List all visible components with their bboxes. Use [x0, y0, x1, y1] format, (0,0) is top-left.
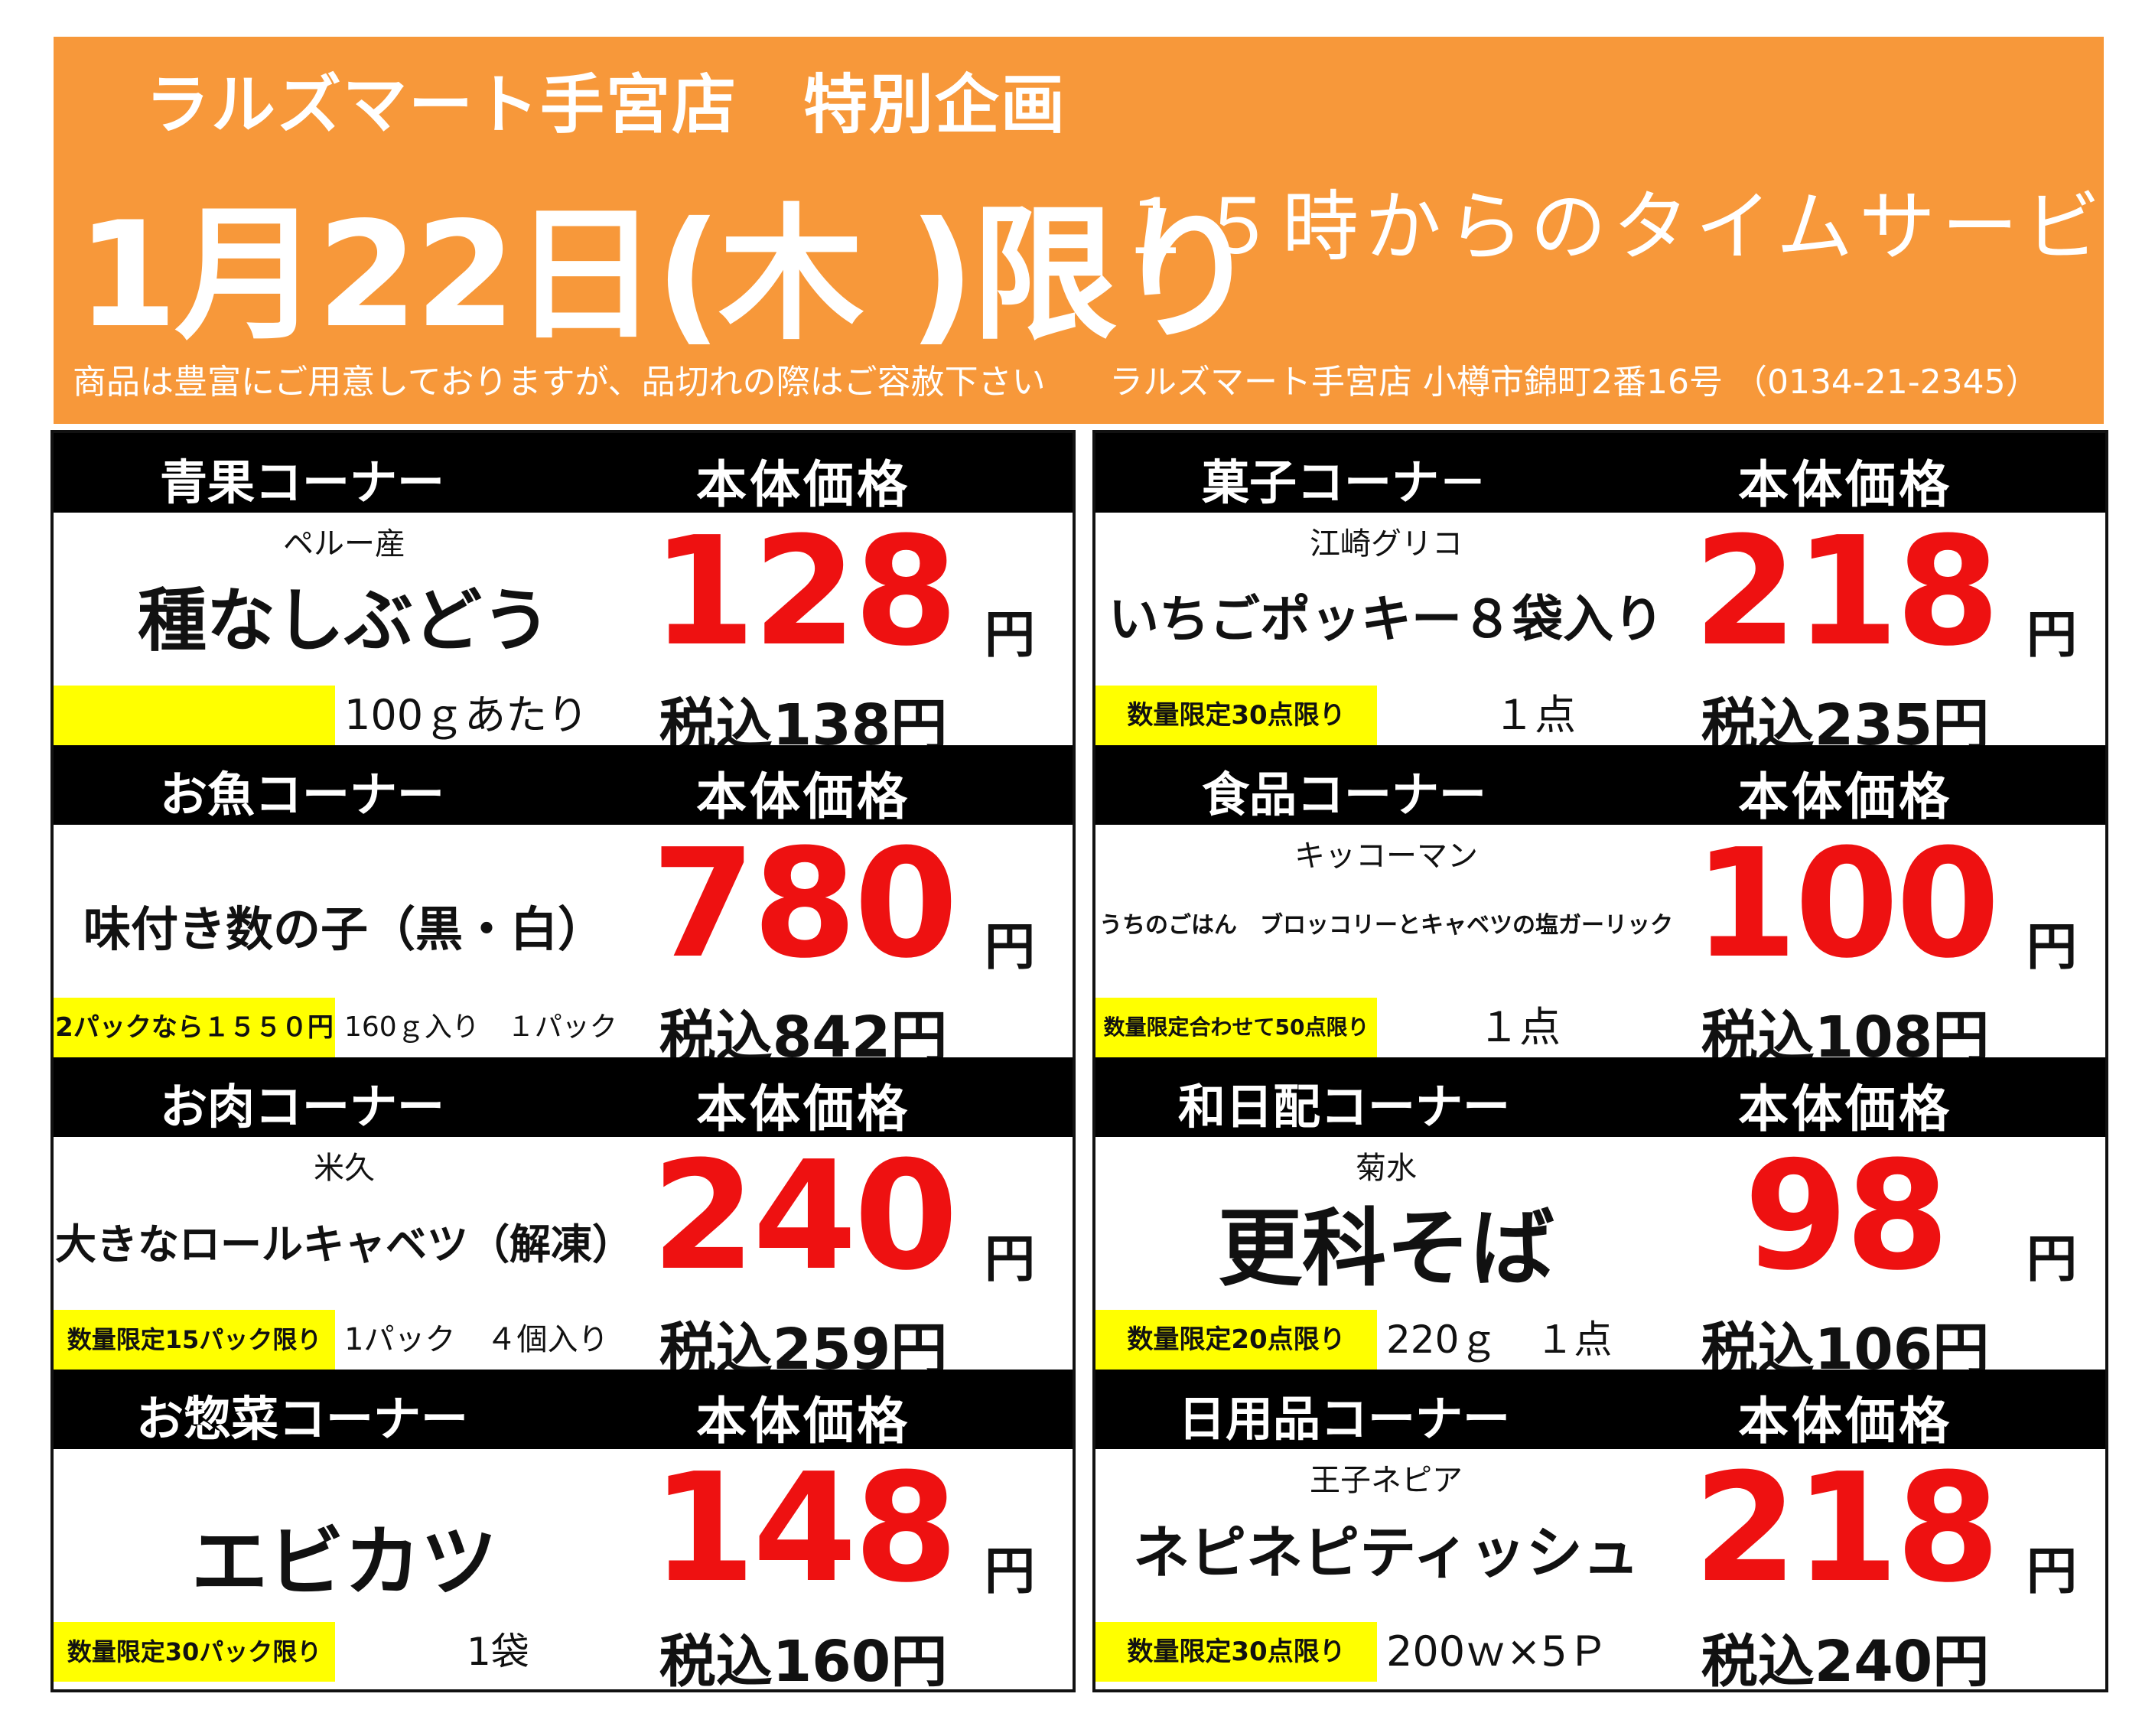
price-column-label: 本体価格 — [696, 767, 910, 826]
product-brand: 米久 — [314, 1151, 375, 1186]
section-fish: お魚コーナー 本体価格 味付き数の子（黒・白） 780 円 2パックなら１５５０… — [54, 745, 1073, 1070]
section-header: 和日配コーナー 本体価格 — [1095, 1057, 2105, 1138]
section-header: お惣菜コーナー 本体価格 — [54, 1370, 1073, 1451]
product-brand: 王子ネピア — [1310, 1463, 1463, 1498]
product-detail: 100ｇあたり — [344, 691, 589, 739]
product-detail: １点 — [1493, 691, 1576, 739]
product-detail: 200ｗ×5Ｐ — [1386, 1627, 1609, 1676]
left-column-frame — [50, 430, 1076, 1692]
section-header: 食品コーナー 本体価格 — [1095, 745, 2105, 826]
product-detail: 160ｇ入り １パック — [344, 1011, 617, 1043]
yen-label: 円 — [985, 1542, 1035, 1601]
base-price: 98 — [1743, 1129, 1950, 1304]
yen-label: 円 — [985, 1230, 1035, 1288]
product-detail: 1パック ４個入り — [344, 1322, 609, 1357]
yen-label: 円 — [985, 605, 1035, 664]
yen-label: 円 — [2026, 605, 2077, 664]
base-price: 100 — [1693, 817, 2000, 992]
time-service-heading: １５時からのタイムサービス — [1117, 182, 2142, 272]
limit-badge: 2パックなら１５５０円 — [54, 998, 335, 1057]
section-header: 青果コーナー 本体価格 — [54, 433, 1073, 514]
store-title: ラルズマート手宮店 特別企画 — [145, 67, 1067, 142]
yen-label: 円 — [2026, 1542, 2077, 1601]
section-grocery: 食品コーナー 本体価格 キッコーマン うちのごはん ブロッコリーとキャベツの塩ガ… — [1095, 745, 2105, 1070]
limit-badge: 数量限定30点限り — [1095, 1622, 1377, 1682]
base-price: 148 — [651, 1441, 958, 1616]
price-column-label: 本体価格 — [1738, 767, 1952, 826]
price-column-label: 本体価格 — [1738, 1080, 1952, 1138]
product-grid: 青果コーナー 本体価格 ペルー産 種なしぶどう 128 円 100ｇあたり 税込… — [50, 430, 2108, 1695]
base-price: 218 — [1693, 1441, 2000, 1616]
store-address: ラルズマート手宮店 小樽市錦町2番16号 （0134-21-2345） — [1109, 363, 2039, 402]
yen-label: 円 — [2026, 917, 2077, 976]
base-price: 240 — [651, 1129, 958, 1304]
flyer-banner — [54, 37, 2104, 424]
corner-title: お肉コーナー — [159, 1079, 444, 1135]
price-column-label: 本体価格 — [1738, 1392, 1952, 1451]
product-name: エビカツ — [191, 1517, 497, 1607]
limit-badge — [54, 686, 335, 745]
price-column-label: 本体価格 — [696, 1392, 910, 1451]
base-price: 218 — [1693, 505, 2000, 679]
corner-title: お惣菜コーナー — [135, 1391, 468, 1447]
price-column-label: 本体価格 — [1738, 455, 1952, 514]
price-column-label: 本体価格 — [696, 455, 910, 514]
corner-title: 青果コーナー — [159, 454, 444, 510]
section-snacks: 菓子コーナ－ 本体価格 江崎グリコ いちごポッキー８袋入り 218 円 数量限定… — [1095, 433, 2105, 758]
limit-badge: 数量限定30パック限り — [54, 1622, 335, 1682]
limit-badge: 数量限定15パック限り — [54, 1310, 335, 1370]
section-meat: お肉コーナー 本体価格 米久 大きなロールキャベツ（解凍） 240 円 数量限定… — [54, 1057, 1073, 1383]
section-header: お魚コーナー 本体価格 — [54, 745, 1073, 826]
corner-title: 日用品コーナー — [1177, 1391, 1510, 1447]
product-name: 味付き数の子（黒・白） — [83, 901, 605, 957]
section-chilled: 和日配コーナー 本体価格 菊水 更科そば 98 円 数量限定20点限り 220ｇ… — [1095, 1057, 2105, 1383]
product-name: いちごポッキー８袋入り — [1108, 590, 1664, 649]
stock-notice: 商品は豊富にご用意しておりますが、品切れの際はご容赦下さい — [73, 363, 1046, 402]
product-brand: キッコーマン — [1294, 839, 1478, 874]
product-name: 大きなロールキャベツ（解凍） — [55, 1220, 633, 1269]
corner-title: お魚コーナー — [159, 767, 444, 822]
corner-title: 和日配コーナー — [1177, 1079, 1510, 1135]
product-name: 更科そば — [1218, 1200, 1554, 1298]
product-brand: 菊水 — [1356, 1151, 1417, 1186]
base-price: 128 — [651, 505, 958, 679]
corner-title: 食品コーナー — [1201, 767, 1486, 822]
limit-badge: 数量限定30点限り — [1095, 686, 1377, 745]
limit-badge: 数量限定20点限り — [1095, 1310, 1377, 1370]
section-header: 日用品コーナー 本体価格 — [1095, 1370, 2105, 1451]
sale-date: 1月22日(木 )限り — [76, 191, 1259, 360]
base-price: 780 — [651, 817, 958, 992]
yen-label: 円 — [2026, 1230, 2077, 1288]
product-brand: 江崎グリコ — [1310, 526, 1463, 562]
section-header: お肉コーナー 本体価格 — [54, 1057, 1073, 1138]
tax-included-price: 税込160円 — [659, 1629, 948, 1695]
corner-title: 菓子コーナ－ — [1201, 454, 1486, 510]
tax-included-price: 税込240円 — [1701, 1629, 1990, 1695]
product-detail: 1袋 — [467, 1630, 529, 1674]
product-detail: 220ｇ １点 — [1386, 1317, 1613, 1362]
product-name: うちのごはん ブロッコリーとキャベツの塩ガーリック — [1099, 912, 1673, 939]
section-household: 日用品コーナー 本体価格 王子ネピア ネピネピティッシュ 218 円 数量限定3… — [1095, 1370, 2105, 1695]
right-column-frame — [1092, 430, 2108, 1692]
price-column-label: 本体価格 — [696, 1080, 910, 1138]
yen-label: 円 — [985, 917, 1035, 976]
product-name: ネピネピティッシュ — [1133, 1520, 1639, 1586]
section-produce: 青果コーナー 本体価格 ペルー産 種なしぶどう 128 円 100ｇあたり 税込… — [54, 433, 1073, 758]
limit-badge: 数量限定合わせて50点限り — [1095, 998, 1377, 1057]
section-header: 菓子コーナ－ 本体価格 — [1095, 433, 2105, 514]
product-brand: ペルー産 — [283, 526, 405, 562]
section-deli: お惣菜コーナー 本体価格 エビカツ 148 円 数量限定30パック限り 1袋 税… — [54, 1370, 1073, 1695]
product-detail: １点 — [1478, 1003, 1561, 1051]
product-name: 種なしぶどう — [138, 581, 551, 661]
